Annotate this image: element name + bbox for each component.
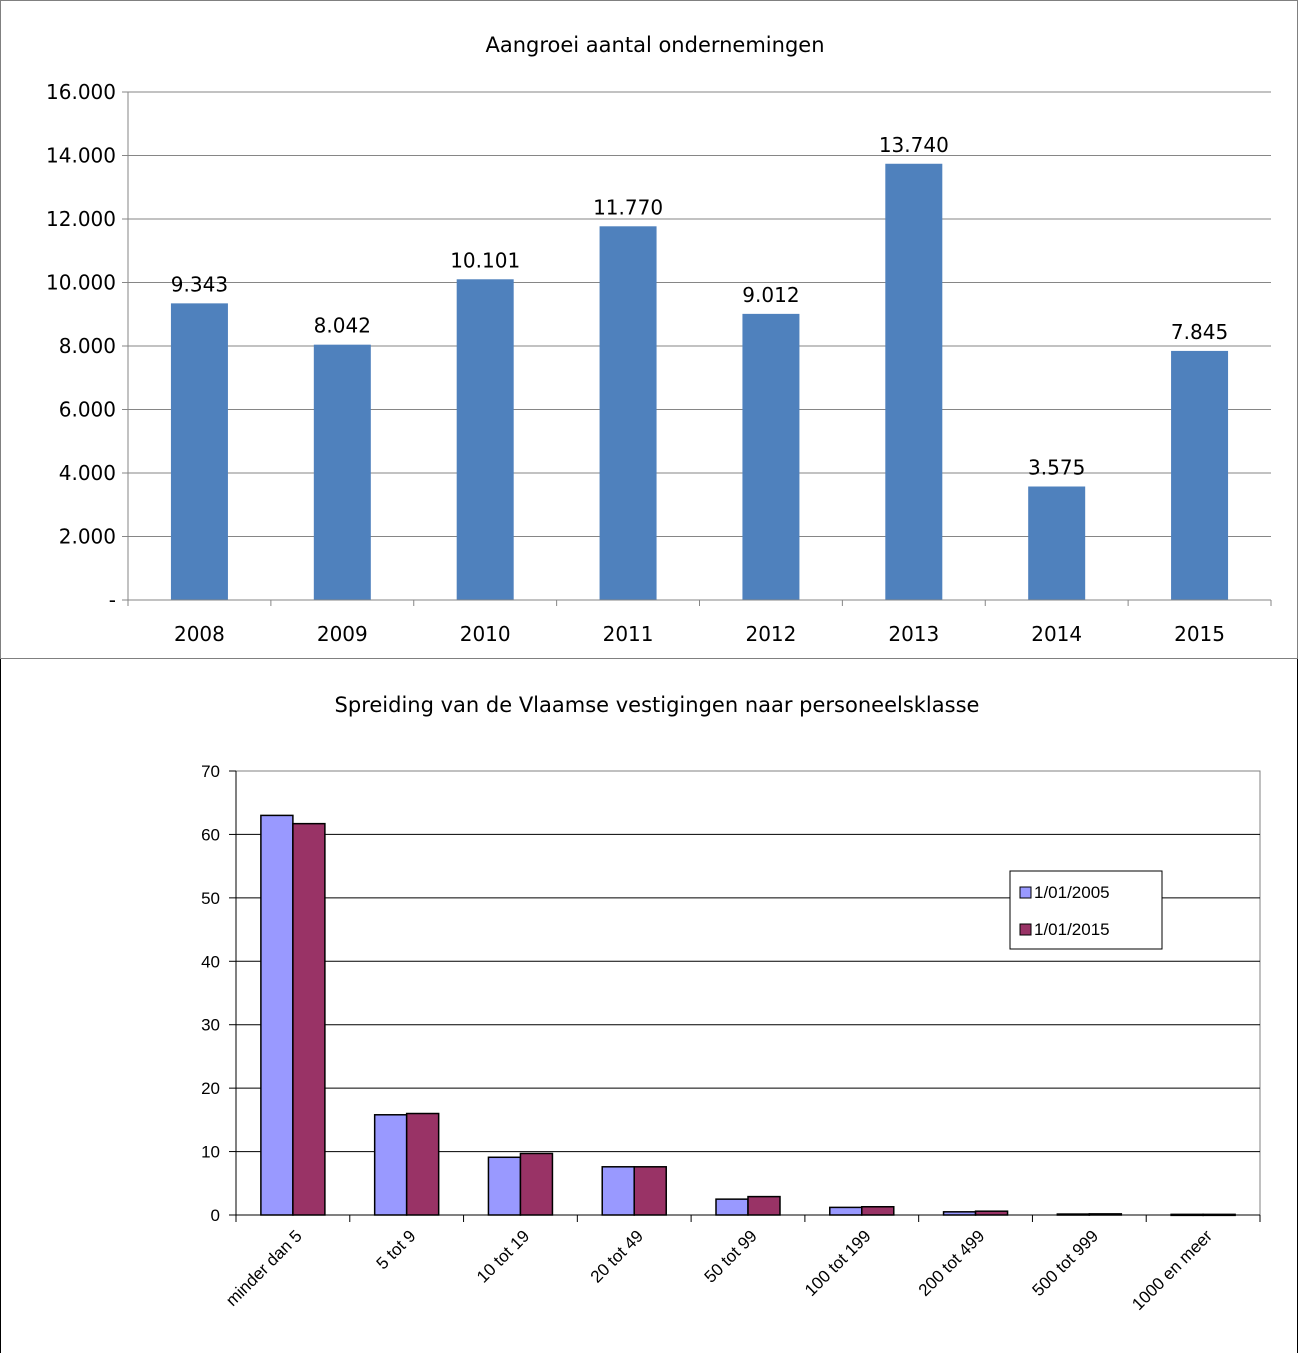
chart2-bar [829, 1206, 863, 1216]
chart1-title: Aangroei aantal ondernemingen [485, 33, 824, 57]
chart1-y-tick-label: - [109, 588, 116, 612]
chart1-x-tick-label: 2008 [174, 622, 225, 646]
chart2-x-tick-label: minder dan 5 [222, 1226, 306, 1310]
chart1-data-label: 13.740 [879, 133, 949, 157]
chart2-legend-swatch [1019, 886, 1032, 899]
chart1-y-tick-label: 2.000 [59, 525, 116, 549]
chart1-data-label: 3.575 [1028, 455, 1085, 479]
chart2-bar [974, 1210, 1009, 1216]
chart2-legend-label: 1/01/2015 [1034, 920, 1110, 939]
chart1-data-label: 11.770 [593, 195, 663, 219]
chart1-x-tick-label: 2010 [460, 622, 511, 646]
chart1-data-label: 10.101 [450, 248, 520, 272]
chart2-legend-label: 1/01/2005 [1034, 883, 1110, 902]
chart1-data-label: 9.012 [742, 283, 799, 307]
chart1-y-tick-label: 4.000 [59, 461, 116, 485]
chart1-x-tick-label: 2009 [317, 622, 368, 646]
chart2-legend-swatch [1019, 923, 1032, 936]
chart1-y-tick-label: 14.000 [46, 144, 116, 168]
chart2-y-tick-label: 40 [201, 952, 220, 971]
chart1-x-tick-label: 2011 [603, 622, 654, 646]
chart1-x-tick-label: 2012 [745, 622, 796, 646]
chart1-bar [599, 226, 657, 601]
chart2-x-tick-label: 100 tot 199 [801, 1226, 875, 1300]
chart2-x-tick-label: 1000 en meer [1128, 1226, 1216, 1314]
chart1-bar [885, 163, 943, 600]
chart2-bar [747, 1195, 781, 1216]
chart2-bar [715, 1198, 749, 1216]
chart1-y-tick-label: 8.000 [59, 334, 116, 358]
chart1-bar [1028, 486, 1086, 600]
chart2-x-tick-label: 200 tot 499 [915, 1226, 989, 1300]
chart1-data-label: 8.042 [314, 314, 371, 338]
chart1-data-label: 9.343 [171, 272, 228, 296]
chart1-y-tick-label: 12.000 [46, 207, 116, 231]
chart2-y-tick-label: 0 [211, 1206, 220, 1225]
chart1-bar [1171, 350, 1229, 600]
chart2-x-tick-label: 50 tot 99 [701, 1226, 761, 1286]
chart1-bar [170, 303, 228, 600]
chart2-x-tick-label: 10 tot 19 [473, 1226, 533, 1286]
chart1-x-tick-label: 2013 [888, 622, 939, 646]
chart1-y-tick-label: 16.000 [46, 80, 116, 104]
chart2-y-tick-label: 60 [201, 825, 220, 844]
chart1-x-tick-label: 2014 [1031, 622, 1082, 646]
chart2-x-tick-label: 20 tot 49 [587, 1226, 647, 1286]
chart2-bar [260, 814, 294, 1216]
chart2-bar [487, 1156, 522, 1216]
chart2-bar [519, 1152, 554, 1216]
chart2-x-tick-label: 5 tot 9 [373, 1226, 420, 1273]
chart2-bar [292, 822, 326, 1216]
chart2-y-tick-label: 30 [201, 1016, 220, 1035]
chart1-y-tick-label: 6.000 [59, 398, 116, 422]
chart1-y-tick-label: 10.000 [46, 271, 116, 295]
chart2-legend [1009, 870, 1163, 950]
chart2-bar [601, 1166, 635, 1216]
chart1-data-label: 7.845 [1171, 320, 1228, 344]
chart2-y-tick-label: 50 [201, 889, 220, 908]
chart1-bar [456, 279, 514, 600]
chart2-y-tick-label: 10 [201, 1143, 220, 1162]
chart2-y-tick-label: 70 [201, 762, 220, 781]
chart1-x-tick-label: 2015 [1174, 622, 1225, 646]
chart2-bar [861, 1206, 895, 1216]
chart2-bar [405, 1112, 440, 1216]
chart1-bar [742, 313, 800, 600]
chart2-x-tick-label: 500 tot 999 [1029, 1226, 1103, 1300]
chart2-y-tick-label: 20 [201, 1079, 220, 1098]
chart2-title: Spreiding van de Vlaamse vestigingen naa… [335, 693, 980, 717]
chart2-bar [633, 1166, 667, 1216]
chart2-bar [373, 1114, 408, 1216]
chart1-bar [313, 344, 371, 600]
